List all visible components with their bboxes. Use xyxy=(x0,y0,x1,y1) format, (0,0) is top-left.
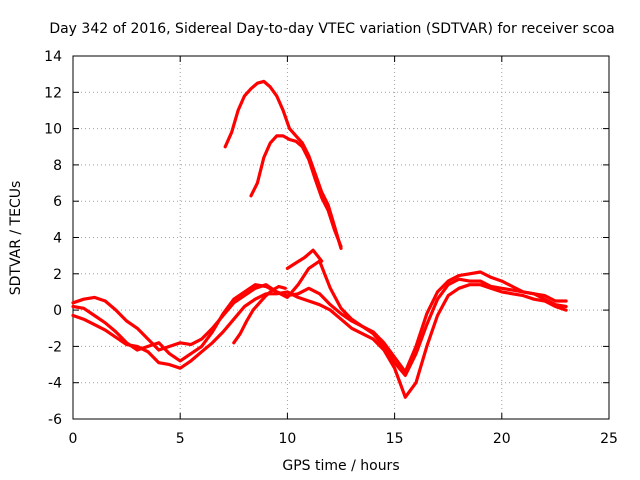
y-tick-label: 2 xyxy=(53,267,62,283)
x-tick-label: 5 xyxy=(176,431,185,447)
series-line-arc-5 xyxy=(249,134,343,249)
y-tick-label: 14 xyxy=(44,49,62,65)
y-tick-label: -2 xyxy=(48,339,62,355)
x-tick-label: 15 xyxy=(386,431,404,447)
axis-ticks: 0 5 10 15 20 25 -6 -4 -2 0 2 4 6 8 10 12 14 xyxy=(44,49,618,447)
series-line-arc-2 xyxy=(71,259,568,377)
x-tick-label: 20 xyxy=(493,431,511,447)
x-tick-label: 10 xyxy=(278,431,296,447)
series-line-arc-1 xyxy=(71,270,568,374)
y-tick-label: 0 xyxy=(53,303,62,319)
x-tick-label: 0 xyxy=(69,431,78,447)
chart-title: Day 342 of 2016, Sidereal Day-to-day VTE… xyxy=(49,21,614,37)
series-line-arc-4 xyxy=(223,79,343,250)
series-group xyxy=(71,79,568,399)
y-tick-label: 10 xyxy=(44,122,62,138)
y-tick-label: -6 xyxy=(48,412,62,428)
series-line-arc-3 xyxy=(71,283,568,399)
series-line-arc-6 xyxy=(232,284,287,345)
y-tick-label: 6 xyxy=(53,194,62,210)
y-axis-label: SDTVAR / TECUs xyxy=(8,181,24,296)
y-tick-label: 8 xyxy=(53,158,62,174)
x-tick-label: 25 xyxy=(600,431,618,447)
series-line-arc-7 xyxy=(285,248,324,270)
y-tick-label: -4 xyxy=(48,376,62,392)
x-axis-label: GPS time / hours xyxy=(282,458,399,474)
y-tick-label: 4 xyxy=(53,231,62,247)
y-tick-label: 12 xyxy=(44,85,62,101)
grid xyxy=(73,56,609,419)
